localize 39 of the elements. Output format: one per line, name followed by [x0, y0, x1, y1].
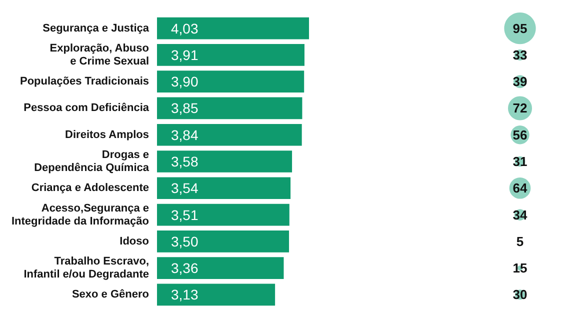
bar — [157, 284, 276, 306]
data-label: 3,13 — [171, 286, 198, 303]
y-tick-label: Populações Tradicionais — [20, 76, 149, 88]
y-tick-label: Criança e Adolescente — [31, 182, 149, 194]
data-label: 72 — [512, 100, 528, 116]
data-label: 5 — [516, 234, 524, 249]
data-label: 3,84 — [171, 126, 198, 143]
data-label: 56 — [512, 127, 528, 142]
y-tick-label: Direitos Amplos — [65, 128, 149, 141]
data-label: 95 — [512, 20, 528, 36]
data-label: 3,85 — [171, 100, 198, 116]
y-tick-label: Sexo e Gênero — [72, 288, 150, 301]
data-label: 3,58 — [171, 154, 198, 170]
bar — [157, 124, 302, 146]
data-label: 64 — [512, 180, 528, 196]
y-tick-label: Idoso — [120, 235, 150, 248]
y-tick-label: Trabalho Escravo, Infantil e/ou Degradante — [24, 256, 149, 281]
bar — [157, 97, 302, 120]
data-label: 3,54 — [171, 180, 198, 196]
data-label: 3,90 — [171, 74, 198, 90]
data-label: 3,36 — [171, 260, 198, 276]
bar — [157, 177, 291, 200]
y-tick-label: Segurança e Justiça — [42, 22, 150, 34]
bar — [157, 44, 304, 66]
data-label: 3,91 — [171, 46, 198, 63]
bar — [157, 204, 290, 226]
bar — [157, 230, 290, 252]
data-label: 3,51 — [171, 206, 198, 223]
bar — [157, 70, 304, 93]
data-label: 4,03 — [171, 20, 198, 36]
data-label: 3,50 — [171, 233, 198, 250]
y-tick-label: Exploração, Abuso e Crime Sexual — [50, 42, 150, 68]
y-tick-label: Drogas e Dependência Química — [34, 149, 150, 174]
bar — [157, 257, 284, 279]
y-tick-label: Acesso,Segurança e Integridade da Informação — [11, 202, 150, 228]
bar — [157, 150, 292, 172]
data-label: 15 — [512, 260, 528, 276]
y-tick-label: Pessoa com Deficiência — [24, 102, 150, 114]
bar — [157, 17, 309, 40]
